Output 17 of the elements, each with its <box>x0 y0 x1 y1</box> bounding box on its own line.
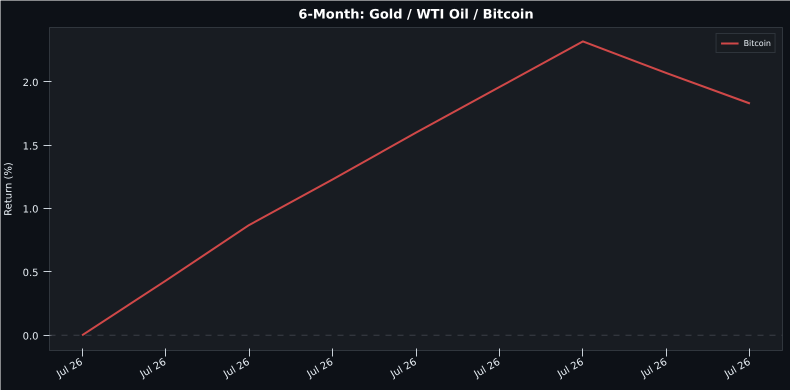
x-tick-label: Jul 26 <box>638 356 670 381</box>
y-tick-label: 2.0 <box>22 78 39 89</box>
x-tick-label: Jul 26 <box>304 356 336 381</box>
y-tick-label: 0.5 <box>22 268 39 279</box>
x-tick-label: Jul 26 <box>54 356 85 381</box>
x-tick-label: Jul 26 <box>722 356 753 381</box>
x-tick-label: Jul 26 <box>472 356 502 381</box>
y-tick-label: 0.0 <box>22 331 39 342</box>
y-tick-label: 1.5 <box>22 141 39 152</box>
y-tick-label: 1.0 <box>22 204 39 216</box>
chart-title: 6-Month: Gold / WTI Oil / Bitcoin <box>298 8 534 22</box>
legend-label: Bitcoin <box>744 38 771 48</box>
y-axis-title: Return (%) <box>4 162 15 216</box>
x-tick-label: Jul 26 <box>555 356 586 381</box>
x-tick-label: Jul 26 <box>388 356 419 381</box>
x-tick-label: Jul 26 <box>221 356 252 381</box>
x-tick-label: Jul 26 <box>138 356 168 381</box>
